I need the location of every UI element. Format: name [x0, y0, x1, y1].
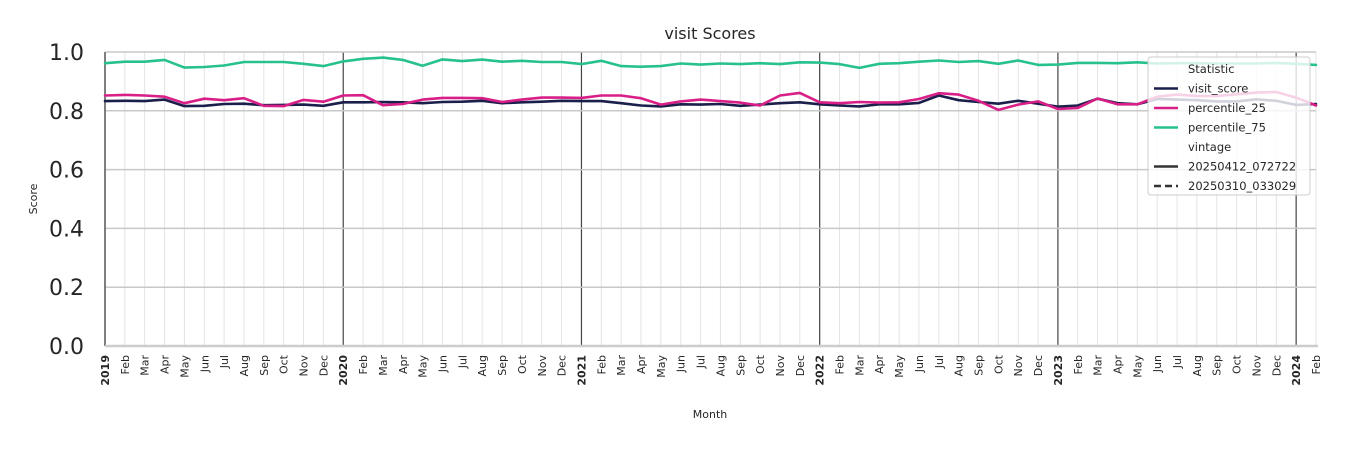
legend: Statistic visit_score percentile_25percent… [1147, 56, 1311, 196]
x-tick-month-label: Mar [615, 355, 628, 376]
x-tick-year-label: 2020 [337, 355, 350, 386]
x-tick-month-label: Mar [377, 355, 390, 376]
x-tick-month-label: Dec [794, 355, 807, 376]
x-tick-month-label: Aug [953, 355, 966, 376]
x-tick-month-label: Feb [1310, 355, 1323, 374]
x-tick-month-label: May [178, 355, 191, 378]
x-tick-month-label: Aug [238, 355, 251, 376]
x-tick-month-label: Feb [595, 355, 608, 374]
x-tick-month-label: Feb [119, 355, 132, 374]
x-tick-month-label: Oct [1231, 354, 1244, 374]
chart-title: visit Scores [664, 24, 755, 43]
x-tick-month-label: May [1131, 355, 1144, 378]
x-tick-month-label: Jul [218, 355, 231, 369]
x-axis-label: Month [693, 408, 728, 421]
x-tick-month-label: Aug [476, 355, 489, 376]
x-tick-month-label: Nov [774, 355, 787, 377]
x-tick-month-label: Mar [853, 355, 866, 376]
x-tick-month-label: Apr [397, 355, 410, 375]
y-tick-label: 1.0 [49, 41, 84, 66]
x-tick-month-label: Jul [456, 355, 469, 369]
x-tick-month-label: Feb [1072, 355, 1085, 374]
x-tick-month-label: Feb [834, 355, 847, 374]
x-tick-year-label: 2024 [1290, 355, 1303, 386]
y-tick-label: 0.4 [49, 217, 84, 242]
x-tick-month-label: Jul [933, 355, 946, 369]
x-tick-month-label: Dec [556, 355, 569, 376]
x-tick-month-label: Sep [496, 355, 509, 376]
x-tick-month-label: Dec [1270, 355, 1283, 376]
x-tick-month-label: May [655, 355, 668, 378]
legend-entry-label: percentile_75 [1188, 121, 1266, 135]
x-tick-month-label: Oct [992, 354, 1005, 374]
legend-entry-label: percentile_25 [1188, 101, 1266, 115]
x-tick-month-label: Jun [675, 355, 688, 373]
x-tick-year-label: 2023 [1052, 355, 1065, 386]
legend-group-title: Statistic [1188, 62, 1235, 76]
legend-group-title: vintage [1188, 140, 1231, 154]
x-tick-month-label: Oct [754, 354, 767, 374]
x-tick-month-label: Apr [159, 355, 172, 375]
x-tick-year-label: 2019 [99, 355, 112, 386]
x-tick-month-label: Jun [1151, 355, 1164, 373]
x-tick-month-label: Dec [317, 355, 330, 376]
x-tick-month-label: Nov [536, 355, 549, 377]
y-axis-label: Score [27, 183, 40, 214]
y-tick-label: 0.6 [49, 159, 84, 184]
x-tick-month-label: Sep [258, 355, 271, 376]
x-tick-month-label: Jul [1171, 355, 1184, 369]
x-tick-month-label: Sep [734, 355, 747, 376]
legend-box [1147, 56, 1311, 196]
x-tick-month-label: Nov [1012, 355, 1025, 377]
x-tick-month-label: Feb [357, 355, 370, 374]
x-tick-month-label: Jun [198, 355, 211, 373]
x-tick-month-label: Sep [973, 355, 986, 376]
x-tick-month-label: Aug [714, 355, 727, 376]
legend-entry-label: 20250412_072722 [1188, 160, 1296, 174]
x-tick-month-label: Apr [1111, 355, 1124, 375]
x-tick-month-label: Nov [298, 355, 311, 377]
x-tick-month-label: Sep [1211, 355, 1224, 376]
x-tick-month-label: Oct [278, 354, 291, 374]
plot-area: 0.0 0.2 0.4 0.6 0.8 1.0 2019 Feb Mar Apr May Jun Jul… [49, 41, 1323, 386]
x-tick-month-label: May [893, 355, 906, 378]
x-tick-month-label: Jul [695, 355, 708, 369]
x-tick-month-label: Aug [1191, 355, 1204, 376]
x-tick-month-label: Oct [516, 354, 529, 374]
x-tick-month-label: May [417, 355, 430, 378]
x-tick-month-label: Mar [1092, 355, 1105, 376]
x-tick-month-label: Jun [913, 355, 926, 373]
legend-entry-label: visit_score [1188, 82, 1248, 96]
y-tick-label: 0.2 [49, 276, 84, 301]
series-line-percentile-25 [103, 90, 1318, 112]
y-tick-label: 0.8 [49, 100, 84, 125]
x-tick-month-label: Dec [1032, 355, 1045, 376]
x-tick-month-label: Mar [139, 355, 152, 376]
x-tick-month-label: Nov [1250, 355, 1263, 377]
x-tick-year-label: 2022 [814, 355, 827, 386]
x-tick-month-label: Jun [436, 355, 449, 373]
x-tick-month-label: Apr [873, 355, 886, 375]
x-tick-year-label: 2021 [575, 355, 588, 386]
y-tick-label: 0.0 [49, 335, 84, 360]
series-line-percentile-75 [103, 56, 1318, 70]
legend-entry-label: 20250310_033029 [1188, 179, 1296, 193]
x-tick-month-label: Apr [635, 355, 648, 375]
